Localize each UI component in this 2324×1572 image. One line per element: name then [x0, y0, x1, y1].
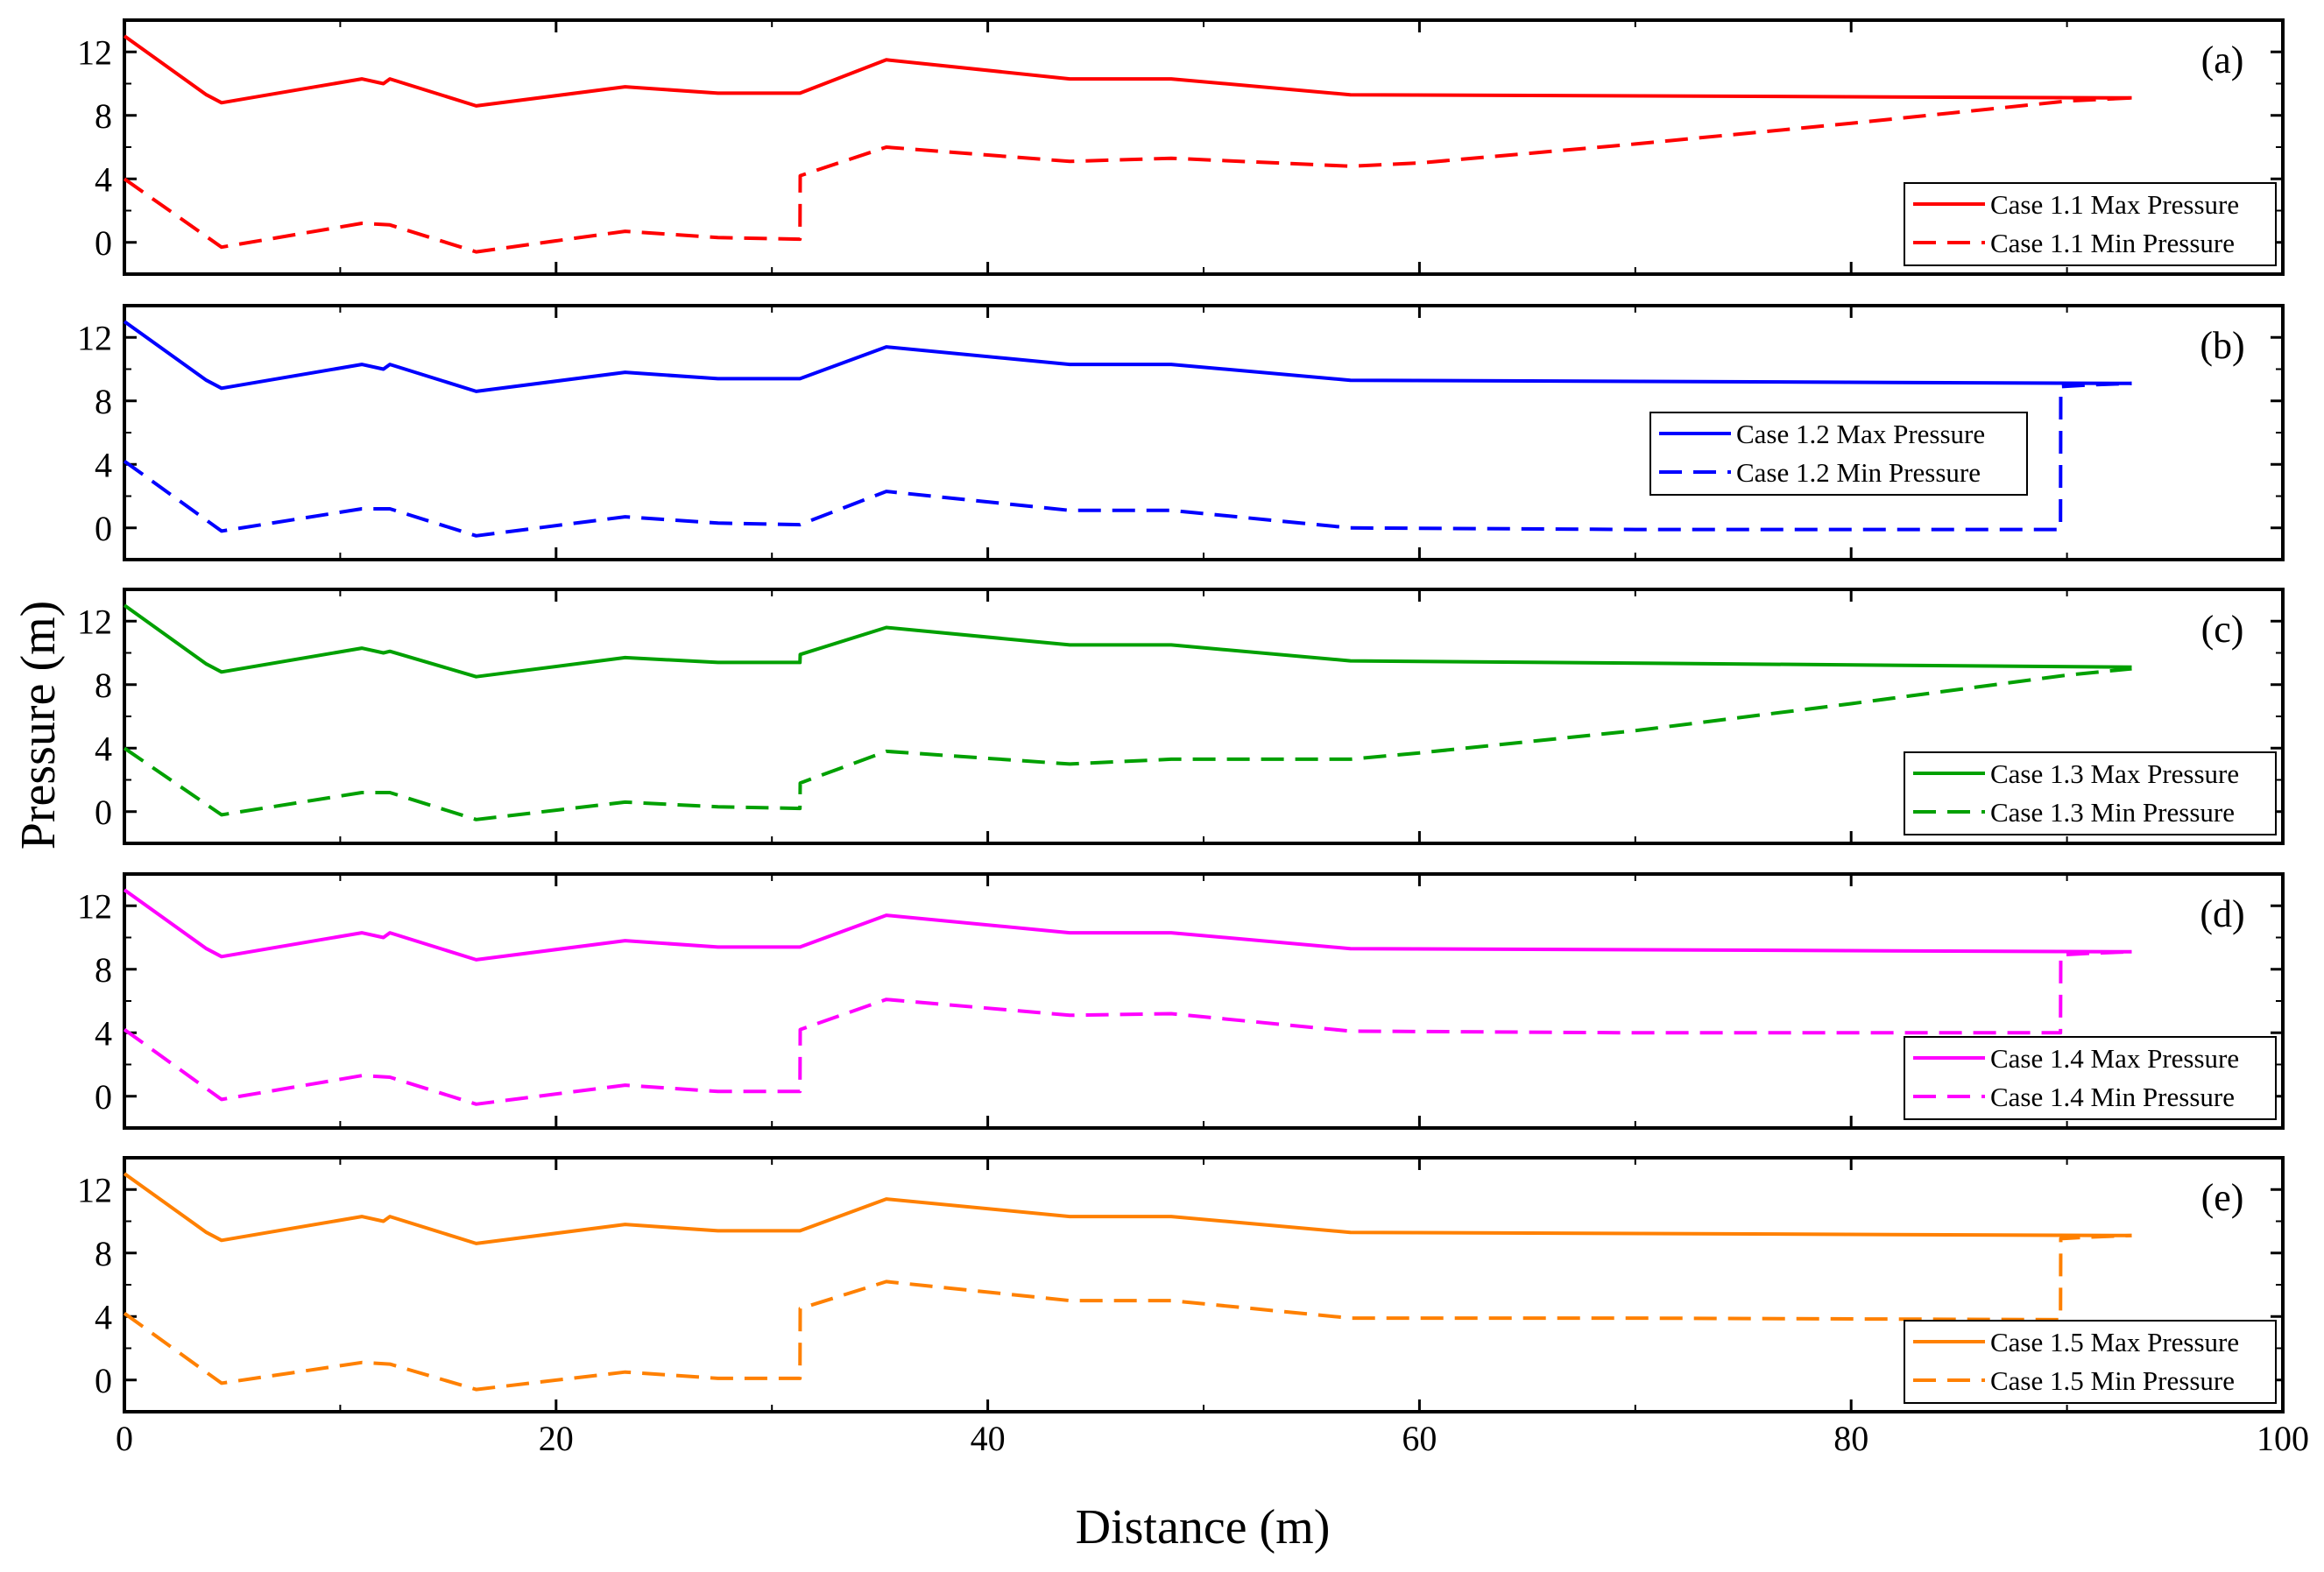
- legend-label: Case 1.2 Max Pressure: [1736, 419, 1985, 449]
- x-tick-label: 60: [1402, 1419, 1437, 1458]
- y-tick-label: 8: [95, 666, 112, 705]
- y-tick-label: 8: [95, 96, 112, 136]
- y-tick-label: 12: [77, 886, 112, 926]
- y-tick-label: 4: [95, 1297, 112, 1336]
- panel-label: (d): [2200, 892, 2244, 935]
- y-tick-label: 4: [95, 729, 112, 768]
- y-tick-label: 8: [95, 382, 112, 421]
- min-pressure-line: [123, 381, 2132, 538]
- x-tick-label: 40: [971, 1419, 1006, 1458]
- legend-label: Case 1.5 Min Pressure: [1990, 1365, 2235, 1396]
- y-tick-label: 4: [95, 159, 112, 199]
- y-tick-label: 12: [77, 602, 112, 641]
- y-tick-label: 0: [95, 1077, 112, 1117]
- max-pressure-line: [123, 1172, 2132, 1245]
- min-pressure-line: [123, 949, 2132, 1106]
- legend-label: Case 1.2 Min Pressure: [1736, 457, 1981, 488]
- panels-group: 0 4 8 12 (a) Case 1.1 Max Pressure Case 1.1 Mi…: [77, 18, 2309, 1458]
- panel-a: 0 4 8 12 (a) Case 1.1 Max Pressure Case 1.1 Mi…: [77, 18, 2285, 276]
- panel-label: (b): [2200, 324, 2244, 367]
- legend-label: Case 1.4 Max Pressure: [1990, 1043, 2239, 1074]
- y-tick-label: 8: [95, 1234, 112, 1273]
- legend-label: Case 1.5 Max Pressure: [1990, 1327, 2239, 1357]
- legend-label: Case 1.1 Min Pressure: [1990, 228, 2235, 258]
- legend-label: Case 1.4 Min Pressure: [1990, 1082, 2235, 1112]
- max-pressure-line: [123, 888, 2132, 962]
- y-tick-label: 0: [95, 793, 112, 832]
- x-axis-title: Distance (m): [1076, 1500, 1331, 1554]
- x-tick-label: 80: [1833, 1419, 1868, 1458]
- max-pressure-line: [123, 320, 2132, 393]
- panel-c: 0 4 8 12 (c) Case 1.3 Max Pressure Case 1.3 Mi…: [77, 588, 2285, 845]
- max-pressure-line: [123, 603, 2132, 679]
- panel-d: 0 4 8 12 (d) Case 1.4 Max Pressure Case 1.4 Mi…: [77, 872, 2285, 1130]
- y-tick-label: 12: [77, 32, 112, 72]
- panel-label: (e): [2201, 1176, 2244, 1219]
- y-tick-label: 12: [77, 1170, 112, 1209]
- min-pressure-line: [123, 95, 2132, 254]
- max-pressure-line: [123, 34, 2132, 108]
- x-tick-label: 0: [116, 1419, 133, 1458]
- legend-label: Case 1.3 Max Pressure: [1990, 758, 2239, 789]
- panel-b: 0 4 8 12 (b) Case 1.2 Max Pressure Case 1.2 Mi…: [77, 304, 2285, 561]
- y-tick-label: 0: [95, 509, 112, 548]
- legend-box: [1904, 751, 2277, 835]
- panel-e: 0 20 40 60 80 100 0 4 8 12 (e) Case 1.5 Max Pressur…: [77, 1156, 2309, 1458]
- min-pressure-line: [123, 666, 2132, 821]
- legend-label: Case 1.3 Min Pressure: [1990, 797, 2235, 828]
- min-pressure-line: [123, 1233, 2132, 1392]
- panel-label: (c): [2201, 608, 2244, 651]
- y-tick-label: 0: [95, 223, 112, 263]
- y-tick-label: 4: [95, 1013, 112, 1053]
- y-tick-label: 12: [77, 318, 112, 357]
- legend-label: Case 1.1 Max Pressure: [1990, 189, 2239, 220]
- y-tick-label: 8: [95, 950, 112, 990]
- x-tick-label: 20: [539, 1419, 574, 1458]
- y-axis-title: Pressure (m): [11, 601, 66, 850]
- x-tick-label: 100: [2257, 1419, 2309, 1458]
- y-tick-label: 0: [95, 1361, 112, 1400]
- y-tick-label: 4: [95, 445, 112, 484]
- legend-box: [1649, 412, 2028, 496]
- panel-label: (a): [2201, 39, 2244, 81]
- legend-box: [1904, 182, 2277, 266]
- legend-box: [1904, 1320, 2277, 1404]
- legend-box: [1904, 1036, 2277, 1120]
